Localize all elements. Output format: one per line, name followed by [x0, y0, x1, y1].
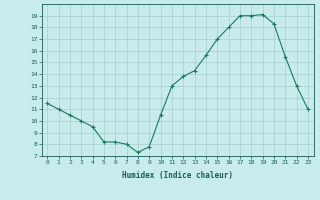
X-axis label: Humidex (Indice chaleur): Humidex (Indice chaleur)	[122, 171, 233, 180]
